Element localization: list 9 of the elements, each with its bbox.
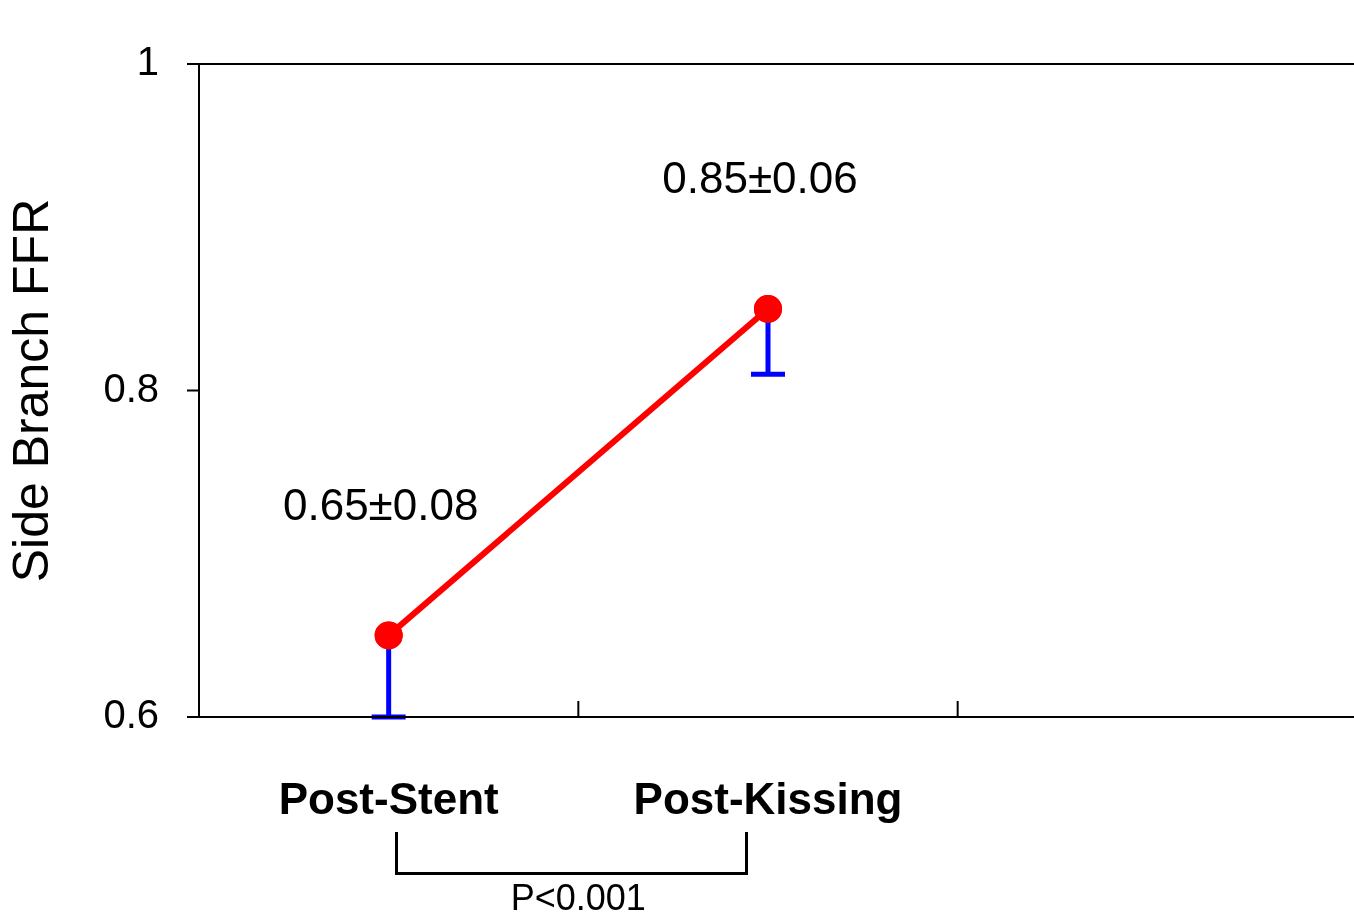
y-tick-label: 0.6 <box>103 692 159 737</box>
text: P<0.001 <box>510 876 646 918</box>
x-tick-label: Post-Stent <box>278 773 500 823</box>
y-tick-label: 0.8 <box>103 365 159 410</box>
y-tick-label: 1 <box>136 39 159 84</box>
data-label: 0.65±0.08 <box>282 479 479 529</box>
data-label: 0.85±0.06 <box>662 153 858 203</box>
y-axis-title: Side Branch FFR <box>2 198 59 583</box>
x-tick-label: Post-Kissing <box>633 773 903 823</box>
